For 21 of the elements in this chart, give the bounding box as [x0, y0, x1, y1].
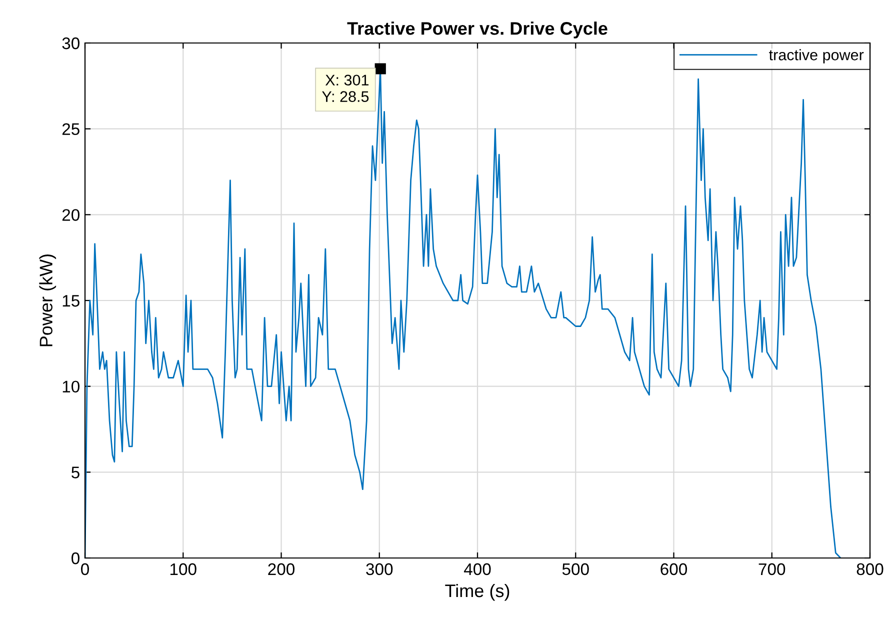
x-tick-label: 400	[464, 563, 491, 576]
y-tick-label: 15	[62, 295, 80, 307]
y-axis-title: Power (kW)	[39, 254, 56, 346]
y-tick-label: 0	[72, 552, 80, 564]
x-tick-label: 300	[366, 563, 393, 576]
y-tick-label: 30	[62, 37, 80, 50]
x-tick-label: 500	[562, 563, 589, 576]
x-tick-label: 600	[660, 563, 688, 576]
x-tick-label: 700	[758, 563, 786, 576]
y-tick-label: 5	[72, 466, 80, 478]
legend-label: tractive power	[769, 49, 864, 64]
x-tick-label: 800	[856, 563, 884, 576]
x-axis-title: Time (s)	[445, 584, 510, 601]
y-tick-label: 20	[62, 209, 80, 221]
chart-title: Tractive Power vs. Drive Cycle	[347, 22, 608, 38]
x-tick-label: 0	[81, 563, 89, 576]
y-tick-label: 10	[62, 380, 80, 393]
annotation: X: 301 Y: 28.5	[322, 74, 369, 102]
x-tick-label: 100	[170, 563, 196, 576]
y-tick-label: 25	[62, 123, 80, 136]
x-tick-label: 200	[268, 563, 295, 576]
